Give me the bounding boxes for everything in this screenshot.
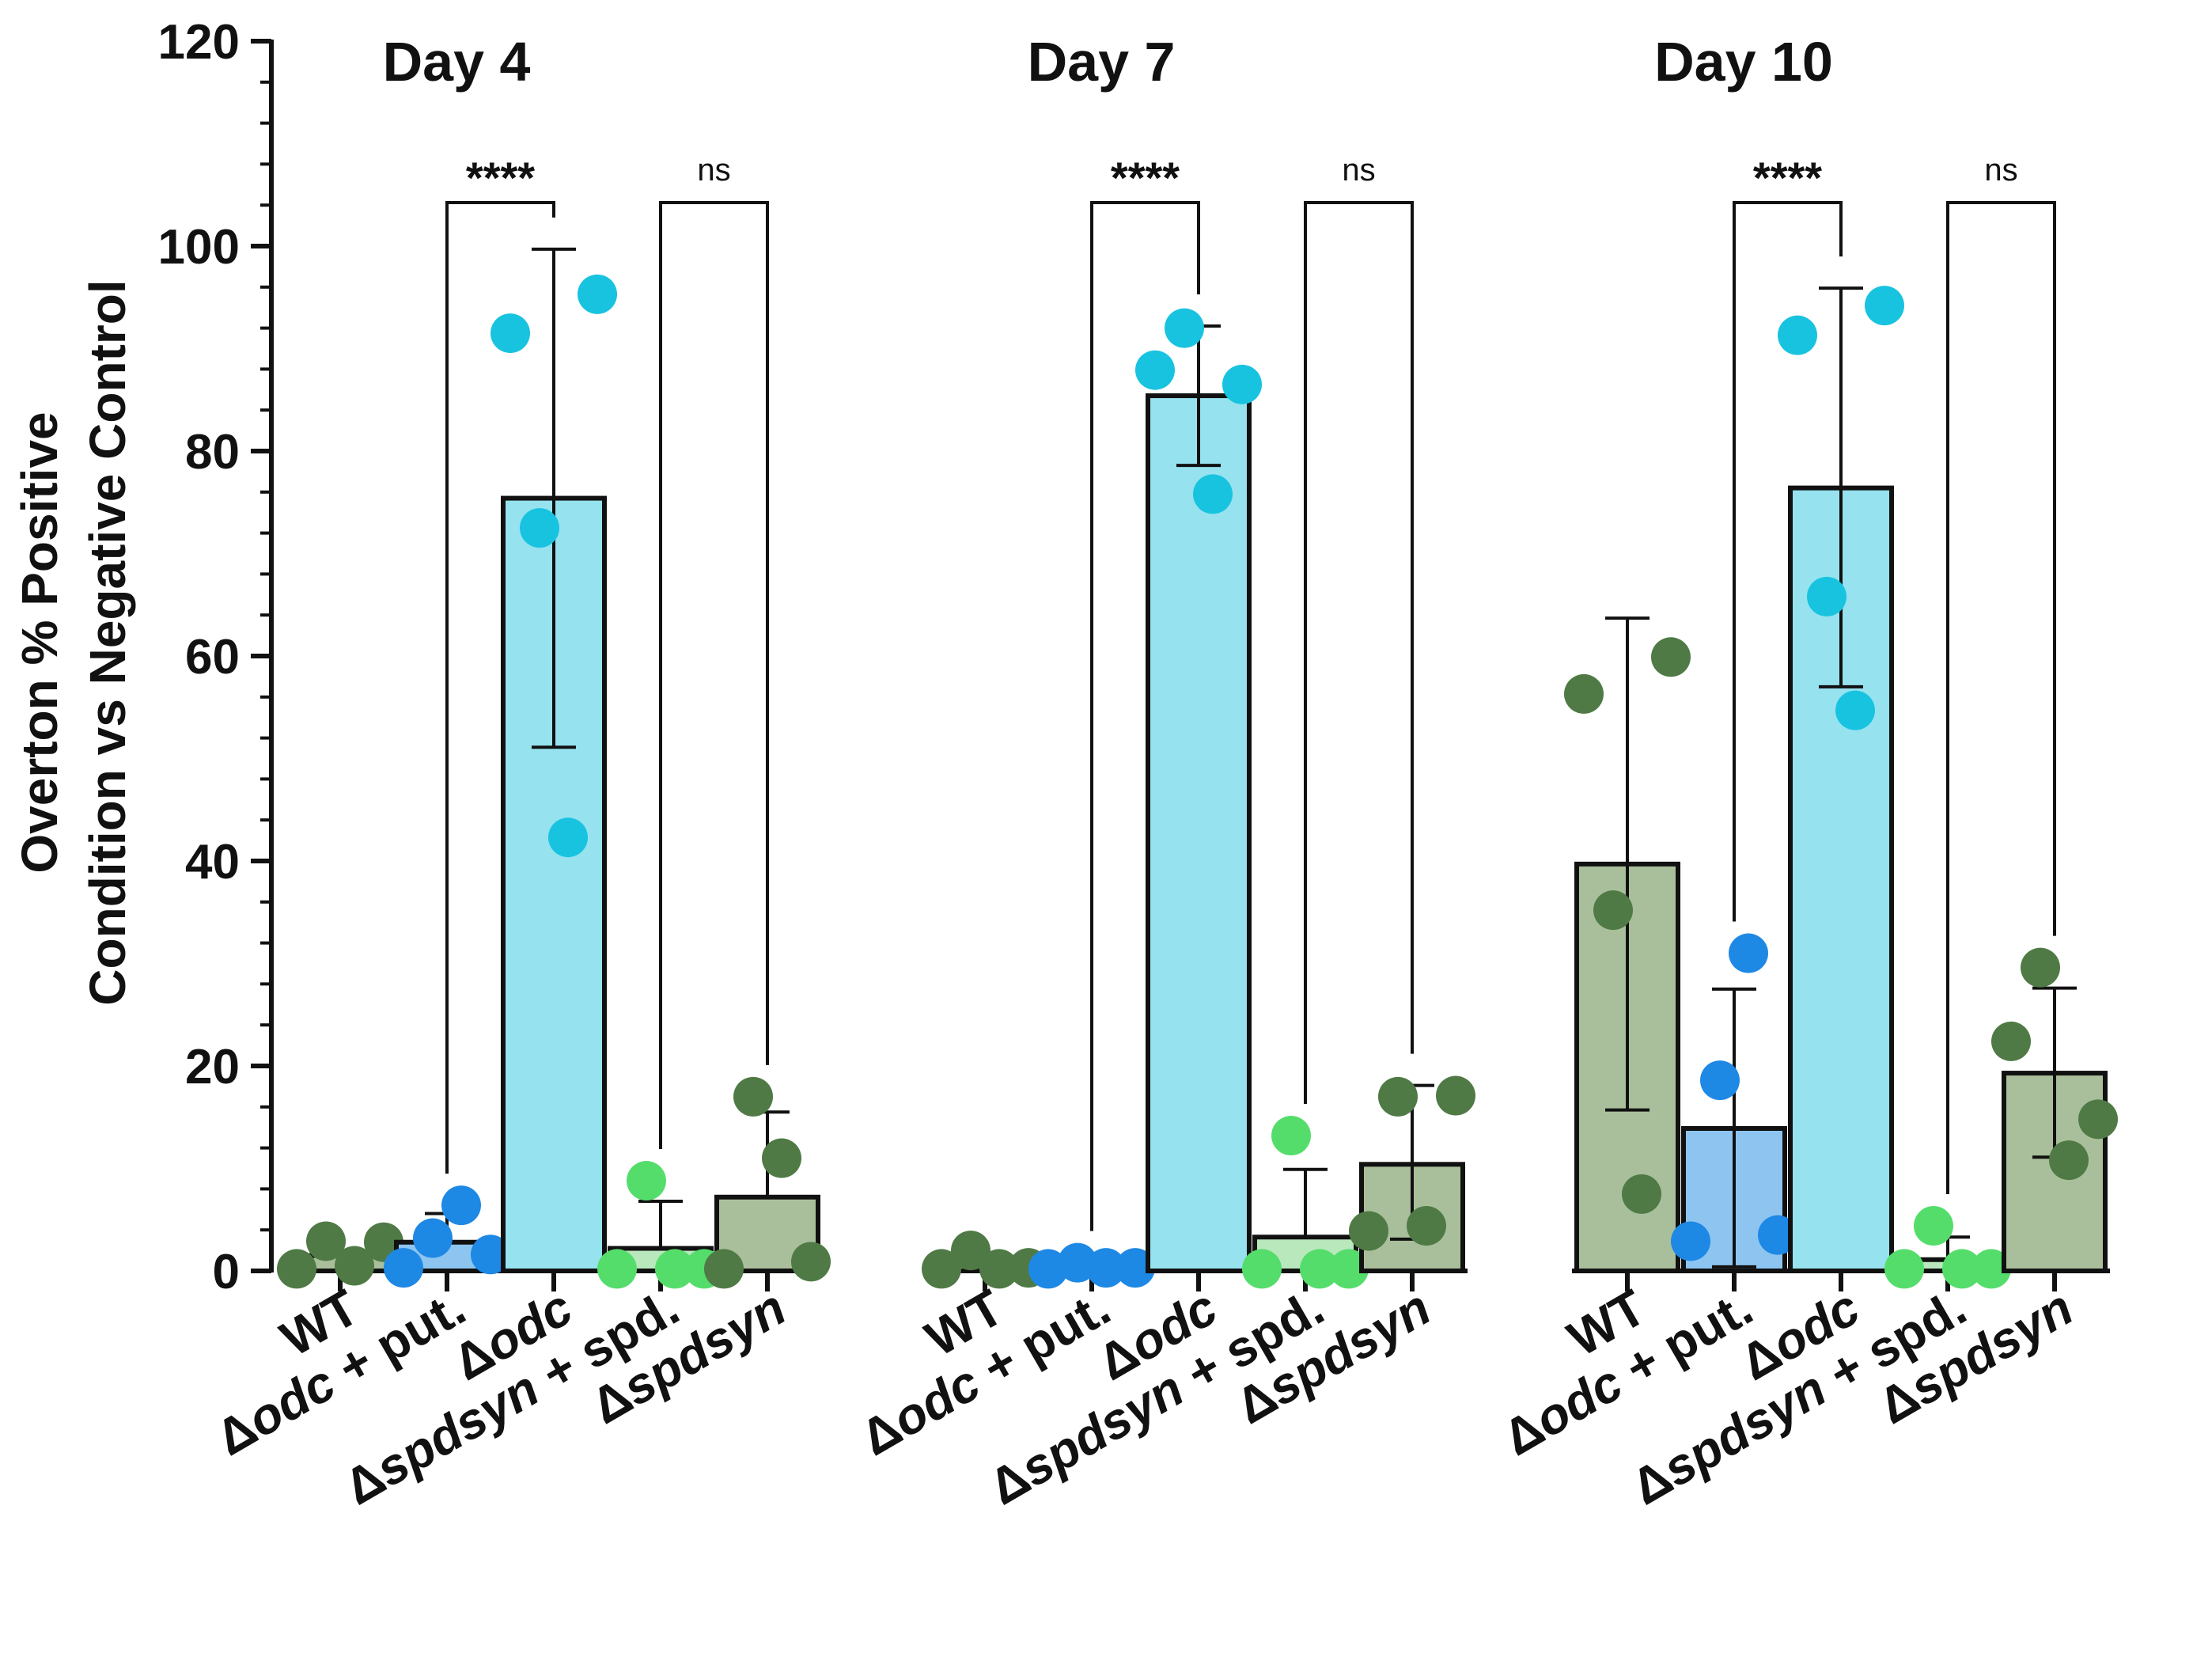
significance-label: ****: [1753, 153, 1822, 203]
data-point: [471, 1235, 510, 1275]
significance-bracket: ns: [1304, 153, 1414, 1105]
y-tick-label: 0: [213, 1245, 240, 1299]
significance-bracket: ****: [445, 153, 555, 1174]
data-point: [2021, 947, 2060, 988]
data-point: [1991, 1021, 2031, 1061]
data-point: [1242, 1249, 1282, 1289]
data-point: [491, 313, 530, 354]
group-title: Day 7: [1028, 31, 1176, 93]
data-point: [1700, 1060, 1740, 1101]
bracket-line: [1304, 201, 1414, 1105]
data-point: [520, 508, 559, 548]
data-point: [597, 1249, 637, 1289]
data-point: [1329, 1249, 1369, 1289]
data-point: [306, 1221, 346, 1261]
y-tick-label: 100: [158, 220, 240, 275]
data-point: [733, 1076, 773, 1117]
data-point: [441, 1185, 481, 1226]
data-point: [413, 1218, 453, 1258]
data-point: [655, 1249, 695, 1289]
data-point: [1378, 1076, 1418, 1117]
data-point: [1193, 474, 1233, 514]
data-point: [1135, 350, 1175, 390]
y-axis-label-line-2: Condition vs Negative Control: [79, 279, 136, 1005]
data-point: [1622, 1174, 1661, 1214]
data-point: [979, 1249, 1019, 1289]
significance-label: ns: [1984, 153, 2017, 188]
data-point: [1115, 1248, 1155, 1288]
data-point: [1086, 1248, 1126, 1288]
data-point: [1436, 1075, 1475, 1116]
data-point: [1349, 1211, 1388, 1251]
bracket-line: [659, 201, 769, 1150]
significance-label: ns: [1342, 153, 1375, 188]
data-point: [791, 1242, 831, 1282]
data-point: [1835, 690, 1875, 730]
data-point: [1222, 364, 1262, 404]
y-axis-label: Overton % Positive Condition vs Negative…: [11, 279, 136, 1005]
data-point: [2078, 1099, 2118, 1140]
y-tick-label: 40: [185, 835, 240, 889]
data-point: [1758, 1215, 1797, 1255]
y-tick-label: 60: [185, 630, 240, 685]
y-axis: 0 20 40 60 80 100 120: [158, 15, 274, 1299]
data-point: [1593, 890, 1633, 931]
bracket-line: [445, 201, 555, 1174]
data-point: [1671, 1221, 1710, 1261]
significance-bracket: ****: [1090, 153, 1200, 1231]
data-point: [1729, 933, 1768, 973]
data-point: [1971, 1249, 2011, 1289]
data-point: [384, 1248, 423, 1288]
significance-label: ns: [697, 153, 730, 188]
data-point: [1942, 1249, 1982, 1289]
data-point: [627, 1161, 666, 1201]
data-point: [762, 1138, 801, 1178]
x-tick-label-gene: spdsyn: [1653, 1360, 1835, 1497]
bracket-line: [1946, 201, 2056, 1195]
y-axis-label-line-1: Overton % Positive: [11, 412, 68, 873]
bar: [1146, 393, 1252, 1274]
data-point: [2049, 1140, 2089, 1181]
data-point: [1778, 315, 1817, 355]
y-tick-label: 80: [185, 425, 240, 480]
x-tick-label-gene: spdsyn: [1011, 1360, 1193, 1497]
data-point: [1807, 576, 1846, 616]
data-point: [1564, 673, 1604, 714]
bracket-line: [1733, 201, 1843, 922]
significance-label: ****: [466, 153, 535, 203]
data-point: [1407, 1206, 1446, 1246]
data-point: [335, 1246, 374, 1286]
y-tick-label: 120: [158, 15, 240, 70]
data-point: [578, 274, 617, 314]
significance-bracket: ****: [1733, 153, 1843, 922]
significance-label: ****: [1111, 153, 1180, 203]
data-point: [548, 817, 588, 858]
significance-bracket: ns: [659, 153, 769, 1150]
data-point: [704, 1249, 744, 1289]
significance-bracket: ns: [1946, 153, 2056, 1195]
data-point: [1884, 1249, 1924, 1289]
data-point: [1865, 286, 1904, 326]
data-point: [277, 1249, 316, 1289]
y-tick-label: 20: [185, 1040, 240, 1094]
data-point: [951, 1231, 990, 1271]
data-point: [1300, 1249, 1339, 1289]
data-point: [1914, 1206, 1953, 1246]
data-point: [1651, 637, 1691, 677]
group-title: Day 10: [1654, 31, 1833, 93]
bracket-line: [1090, 201, 1200, 1231]
data-point: [1165, 308, 1204, 348]
group-title: Day 4: [383, 31, 531, 93]
data-point: [1271, 1116, 1311, 1156]
x-tick-label-gene: spdsyn: [366, 1360, 548, 1497]
data-point: [922, 1249, 961, 1289]
